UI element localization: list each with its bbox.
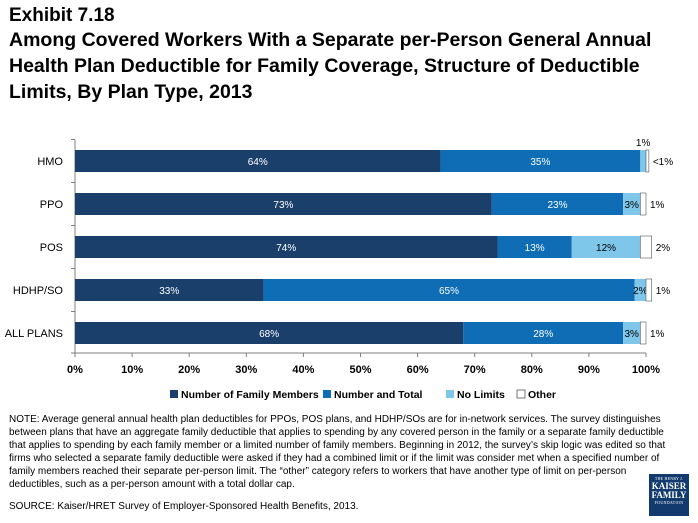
bar-segment [623,322,641,344]
data-label: 13% [525,243,545,254]
x-tick-label: 90% [578,364,600,376]
data-label: 73% [273,200,293,211]
data-label: 1% [650,200,665,211]
x-tick-label: 10% [121,364,143,376]
legend-swatch [446,390,454,398]
x-tick-label: 0% [67,364,83,376]
data-label: 64% [248,157,268,168]
source-note: SOURCE: Kaiser/HRET Survey of Employer-S… [9,501,359,512]
bar-segment [645,278,653,302]
logo-line-4: FOUNDATION [654,500,684,505]
annotation-label: 1% [636,138,651,149]
data-label: 74% [276,243,296,254]
x-tick-label: 20% [178,364,200,376]
x-tick-label: 40% [292,364,314,376]
bar-segment [75,279,264,301]
footnote: NOTE: Average general annual health plan… [9,414,666,490]
bar-segment [75,150,441,172]
chart-title: Among Covered Workers With a Separate pe… [9,29,652,103]
x-tick-label: 60% [407,364,429,376]
data-label: 2% [633,286,648,297]
legend-swatch [170,390,178,398]
data-label: 68% [259,329,279,340]
bar-segment [463,322,624,344]
logo-line-1: THE HENRY J. [654,476,684,481]
bar-segment [640,150,646,172]
data-label: 1% [650,329,665,340]
legend-label: Other [528,389,556,401]
category-label: ALL PLANS [5,328,63,340]
bar-segment [623,193,641,215]
bar-segment [75,193,492,215]
data-label: 2% [656,243,671,254]
category-label: HDHP/SO [13,285,64,297]
logo-line-3: FAMILY [651,490,687,500]
bar-segment [75,322,464,344]
data-label: 3% [624,329,639,340]
legend-label: Number of Family Members [181,389,319,401]
data-label: <1% [653,157,673,168]
category-label: HMO [37,156,63,168]
x-tick-label: 100% [632,364,660,376]
x-tick-label: 80% [521,364,543,376]
bar-segment [639,235,653,259]
bar-segment [571,236,641,258]
category-label: POS [40,242,63,254]
legend-swatch [516,389,526,399]
data-label: 23% [547,200,567,211]
kff-logo: THE HENRY J. KAISER FAMILY FOUNDATION [649,474,689,516]
data-label: 3% [624,200,639,211]
bar-segment [75,236,498,258]
data-label: 12% [596,243,616,254]
legend-label: No Limits [457,389,505,401]
bar-segment [639,192,647,216]
exhibit-number: Exhibit 7.18 [9,5,115,26]
bar-segment [263,279,635,301]
bar-segment [440,150,641,172]
bar-segment [639,321,647,345]
x-tick-label: 70% [464,364,486,376]
legend-swatch [323,390,331,398]
data-label: 28% [533,329,553,340]
bar-segment [634,279,646,301]
data-label: 35% [530,157,550,168]
bar-segment [497,236,572,258]
data-label: 33% [159,286,179,297]
bar-segment [645,149,650,173]
x-tick-label: 50% [349,364,371,376]
bar-segment [491,193,624,215]
legend-label: Number and Total [334,389,423,401]
data-label: 1% [656,286,671,297]
stacked-bar-chart: 0% 10% 20% 30% 40% 50% 60% 70% 80% 90% 100% HMO PPO P… [5,138,674,401]
x-tick-label: 30% [235,364,257,376]
logo-line-2: KAISER [651,481,687,491]
category-label: PPO [40,199,64,211]
data-label: 65% [439,286,459,297]
